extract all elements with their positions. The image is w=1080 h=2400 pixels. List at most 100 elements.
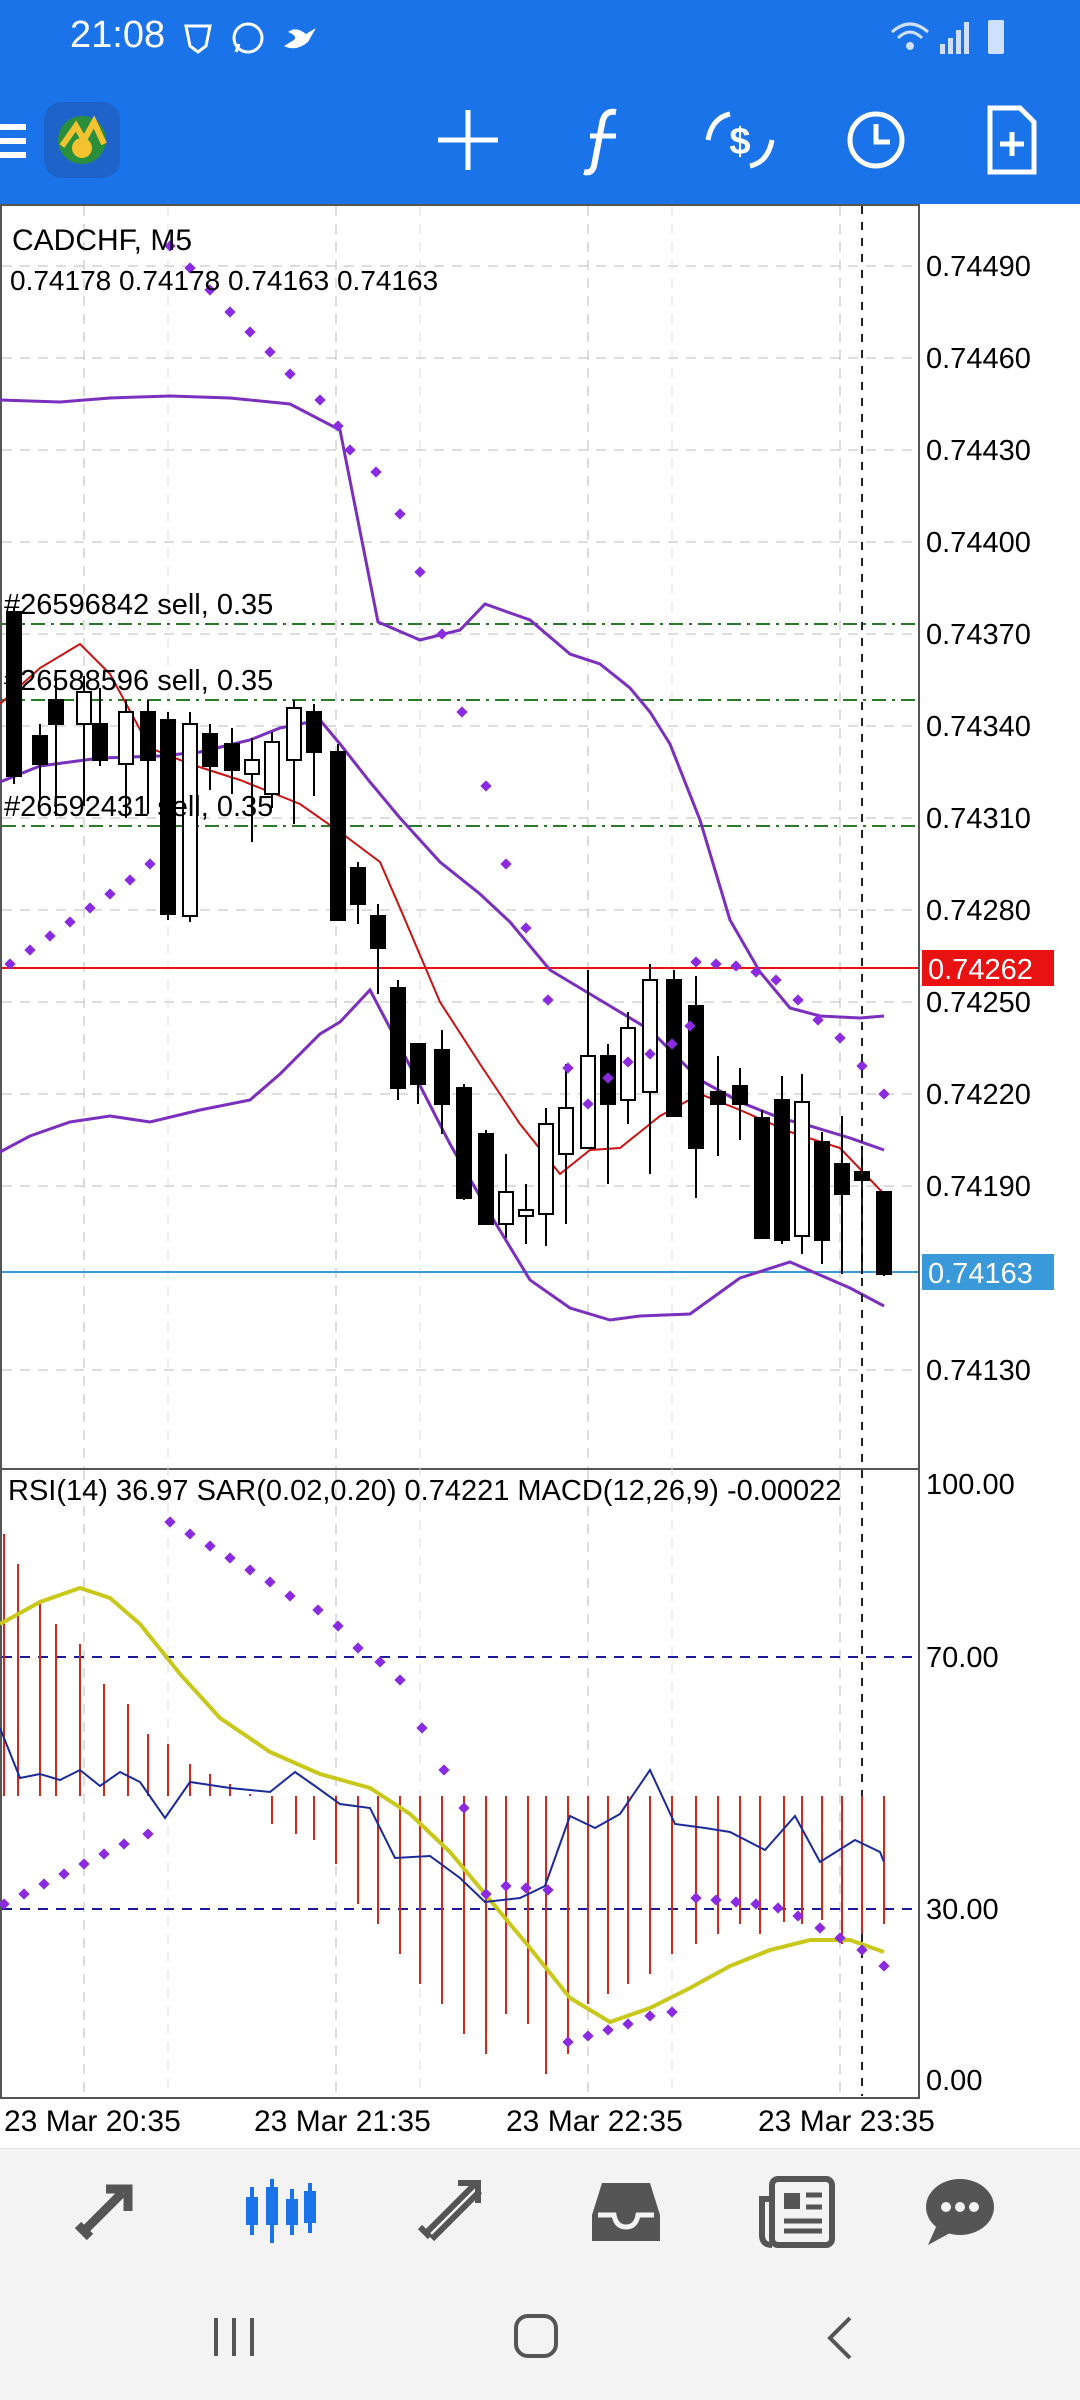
sar-dot (284, 368, 296, 380)
sar-dot (856, 1060, 868, 1072)
bottom-navigation (0, 2148, 1080, 2273)
price-axis-label: 0.74250 (926, 987, 1031, 1019)
metatrader-logo-icon[interactable] (42, 100, 122, 180)
indicator-sar-dot (164, 1516, 176, 1528)
indicator-sar-dot (458, 1802, 470, 1814)
notification-icon (184, 24, 212, 54)
symbol-timeframe: CADCHF, M5 (12, 224, 192, 257)
time-axis-label: 23 Mar 23:35 (758, 2105, 935, 2138)
chart-icon[interactable] (238, 2169, 322, 2253)
timeframe-icon[interactable] (836, 100, 916, 180)
bullish-candle (518, 1184, 534, 1244)
time-axis: 23 Mar 20:35 23 Mar 21:35 23 Mar 22:35 23 M… (4, 2105, 935, 2138)
time-axis-label: 23 Mar 21:35 (254, 2105, 431, 2138)
indicator-sar-dot (264, 1576, 276, 1588)
indicator-sar-dot (582, 2030, 594, 2042)
indicator-sar-dot (58, 1868, 70, 1880)
indicator-sar-dot (772, 1902, 784, 1914)
time-axis-label: 23 Mar 22:35 (506, 2105, 683, 2138)
system-navigation-bar (0, 2272, 1080, 2400)
bullish-candle (558, 1064, 574, 1224)
bearish-candle (834, 1116, 850, 1274)
back-icon[interactable] (810, 2312, 870, 2362)
svg-text:$: $ (729, 121, 750, 163)
bearish-candle (140, 700, 156, 814)
quotes-icon[interactable] (66, 2169, 150, 2253)
indicator-sar-dot (312, 1604, 324, 1616)
recent-apps-icon[interactable] (204, 2312, 264, 2362)
bearish-candle (410, 1043, 426, 1104)
crosshair-icon[interactable] (428, 100, 508, 180)
price-axis-label: 0.74340 (926, 711, 1031, 743)
bearish-candle (370, 904, 386, 994)
bearish-candle (478, 1130, 494, 1225)
ask-price-label: 0.74262 (928, 954, 1033, 986)
sar-dot (690, 956, 702, 968)
indicator-sar-dot (332, 1620, 344, 1632)
sar-dot (684, 1020, 696, 1032)
indicator-axis-label: 0.00 (926, 2065, 982, 2097)
bullish-candle (182, 712, 198, 922)
indicator-sar-dot (438, 1764, 450, 1776)
bullish-candle (76, 676, 92, 806)
sar-dot (750, 966, 762, 978)
indicator-sar-dot (710, 1894, 722, 1906)
indicator-sar-dot (750, 1898, 762, 1910)
menu-icon[interactable] (0, 100, 30, 180)
bollinger-bands (0, 394, 885, 1322)
bullish-candle (642, 964, 658, 1174)
bullish-candle (118, 700, 134, 818)
home-icon[interactable] (506, 2312, 566, 2362)
indicator-sar-dot (622, 2018, 634, 2030)
status-time: 21:08 (70, 14, 166, 56)
bearish-candle (434, 1030, 450, 1134)
main-chart-frame (0, 204, 920, 1470)
bearish-candle (32, 724, 48, 800)
sar-dot (124, 874, 136, 886)
bearish-candle (330, 744, 346, 921)
sar-dot (582, 1098, 594, 1110)
bearish-candle (92, 688, 108, 766)
sar-dot (314, 394, 326, 406)
order-lines (2, 623, 918, 827)
chart-area[interactable]: CADCHF, M5 0.74178 0.74178 0.74163 0.741… (0, 204, 1080, 2148)
bearish-candle (390, 980, 406, 1100)
messages-icon[interactable] (916, 2169, 1000, 2253)
trade-icon[interactable]: $ (700, 100, 780, 180)
order-label: #26588596 sell, 0.35 (4, 665, 273, 697)
indicator-grid (83, 1470, 841, 2096)
ask-price-tag (922, 950, 1054, 986)
macd-signal-line (0, 1585, 885, 2025)
price-axis-label: 0.74460 (926, 343, 1031, 375)
trade-icon[interactable] (410, 2169, 494, 2253)
indicator-sar-dot (184, 1528, 196, 1540)
sar-dot (44, 930, 56, 942)
indicator-sar-dot (690, 1892, 702, 1904)
indicator-sar-dot (834, 1932, 846, 1944)
indicator-levels (2, 1656, 918, 1910)
news-icon[interactable] (756, 2169, 840, 2253)
sar-dot (666, 1038, 678, 1050)
history-icon[interactable] (584, 2169, 668, 2253)
indicator-sar-dot (204, 1540, 216, 1552)
sar-dot (394, 508, 406, 520)
indicator-header: RSI(14) 36.97 SAR(0.02,0.20) 0.74221 MAC… (8, 1475, 841, 1507)
indicator-sar-dot (18, 1888, 30, 1900)
indicator-sar-dot (666, 2006, 678, 2018)
new-order-icon[interactable] (972, 100, 1052, 180)
sar-dot (224, 306, 236, 318)
chart-toolbar: $ (0, 76, 1080, 204)
bearish-candle (688, 976, 704, 1198)
bollinger-upper-line (0, 394, 885, 1020)
sar-dot (710, 958, 722, 970)
price-axis-label: 0.74130 (926, 1355, 1031, 1387)
indicator-sar-dot (142, 1828, 154, 1840)
sar-dot (602, 1072, 614, 1084)
indicators-icon[interactable] (564, 100, 644, 180)
sar-dot (770, 974, 782, 986)
indicator-sar-dot (644, 2010, 656, 2022)
bearish-candle (710, 1056, 726, 1156)
indicator-sar-dot (224, 1552, 236, 1564)
indicator-axis-label: 30.00 (926, 1894, 999, 1926)
candlesticks (6, 608, 892, 1276)
